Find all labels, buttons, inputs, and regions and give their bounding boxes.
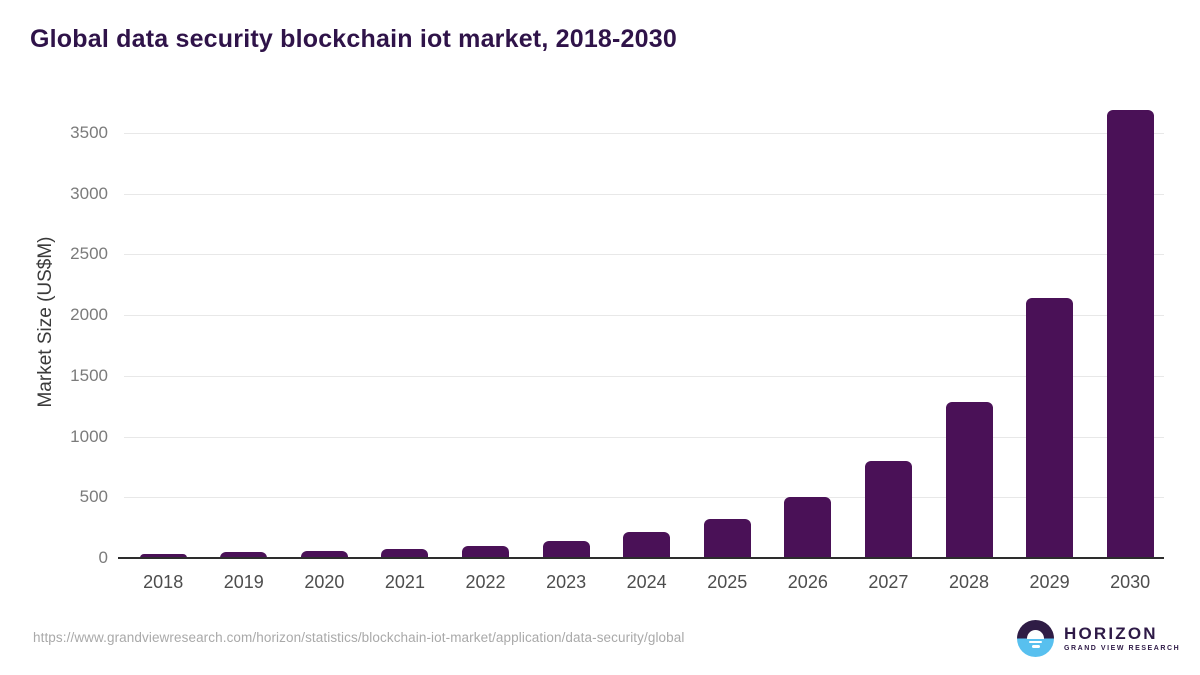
bar-2028 <box>945 401 993 558</box>
bar-2024 <box>623 531 671 558</box>
sunrise-reflection-line <box>1031 645 1040 648</box>
gridline-1000 <box>124 436 1164 438</box>
y-tick-1500: 1500 <box>70 365 108 385</box>
bar-2022 <box>462 545 510 558</box>
x-tick-2024: 2024 <box>626 572 667 592</box>
x-tick-2023: 2023 <box>546 572 587 592</box>
source-url: https://www.grandviewresearch.com/horizo… <box>33 630 685 645</box>
bar-2027 <box>864 461 912 558</box>
y-tick-2000: 2000 <box>70 305 108 325</box>
y-tick-500: 500 <box>79 487 108 507</box>
y-tick-3000: 3000 <box>70 183 108 203</box>
x-tick-2020: 2020 <box>304 572 345 592</box>
horizon-logo: HORIZON GRAND VIEW RESEARCH <box>1017 620 1180 657</box>
x-tick-2029: 2029 <box>1029 572 1070 592</box>
gridline-500 <box>124 497 1164 499</box>
logo-brand-name: HORIZON <box>1064 624 1158 643</box>
gridline-2000 <box>124 315 1164 317</box>
horizon-sunrise-icon <box>1017 620 1054 657</box>
bar-2018 <box>139 553 187 558</box>
gridline-3000 <box>124 193 1164 195</box>
bar-2030 <box>1106 110 1154 558</box>
y-tick-0: 0 <box>98 548 108 567</box>
logo-text-block: HORIZON GRAND VIEW RESEARCH <box>1064 625 1180 652</box>
bar-2023 <box>542 540 590 558</box>
bar-2019 <box>220 552 268 558</box>
gridline-1500 <box>124 375 1164 377</box>
x-tick-2028: 2028 <box>948 572 990 592</box>
bar-2020 <box>300 550 348 558</box>
x-tick-2030: 2030 <box>1110 572 1151 592</box>
x-tick-2026: 2026 <box>787 572 828 592</box>
gridline-2500 <box>124 254 1164 256</box>
x-tick-2021: 2021 <box>384 572 425 592</box>
chart-title: Global data security blockchain iot mark… <box>30 25 677 53</box>
x-tick-2025: 2025 <box>707 572 748 592</box>
bar-2026 <box>784 497 832 558</box>
gridline-3500 <box>124 133 1164 134</box>
x-tick-2022: 2022 <box>465 572 506 592</box>
y-tick-2500: 2500 <box>70 244 108 264</box>
x-axis-line <box>118 557 1164 559</box>
y-tick-3500: 3500 <box>70 123 108 142</box>
logo-sub-brand-name: GRAND VIEW RESEARCH <box>1064 645 1181 652</box>
y-tick-1000: 1000 <box>70 426 108 446</box>
sunrise-dome-shape <box>1027 629 1044 639</box>
sunrise-reflection-line <box>1029 640 1042 643</box>
bar-2021 <box>381 548 429 558</box>
x-tick-2019: 2019 <box>223 572 264 592</box>
bar-2025 <box>703 519 751 558</box>
x-tick-2027: 2027 <box>868 572 909 592</box>
x-tick-2018: 2018 <box>143 572 184 592</box>
bar-2029 <box>1026 297 1074 558</box>
